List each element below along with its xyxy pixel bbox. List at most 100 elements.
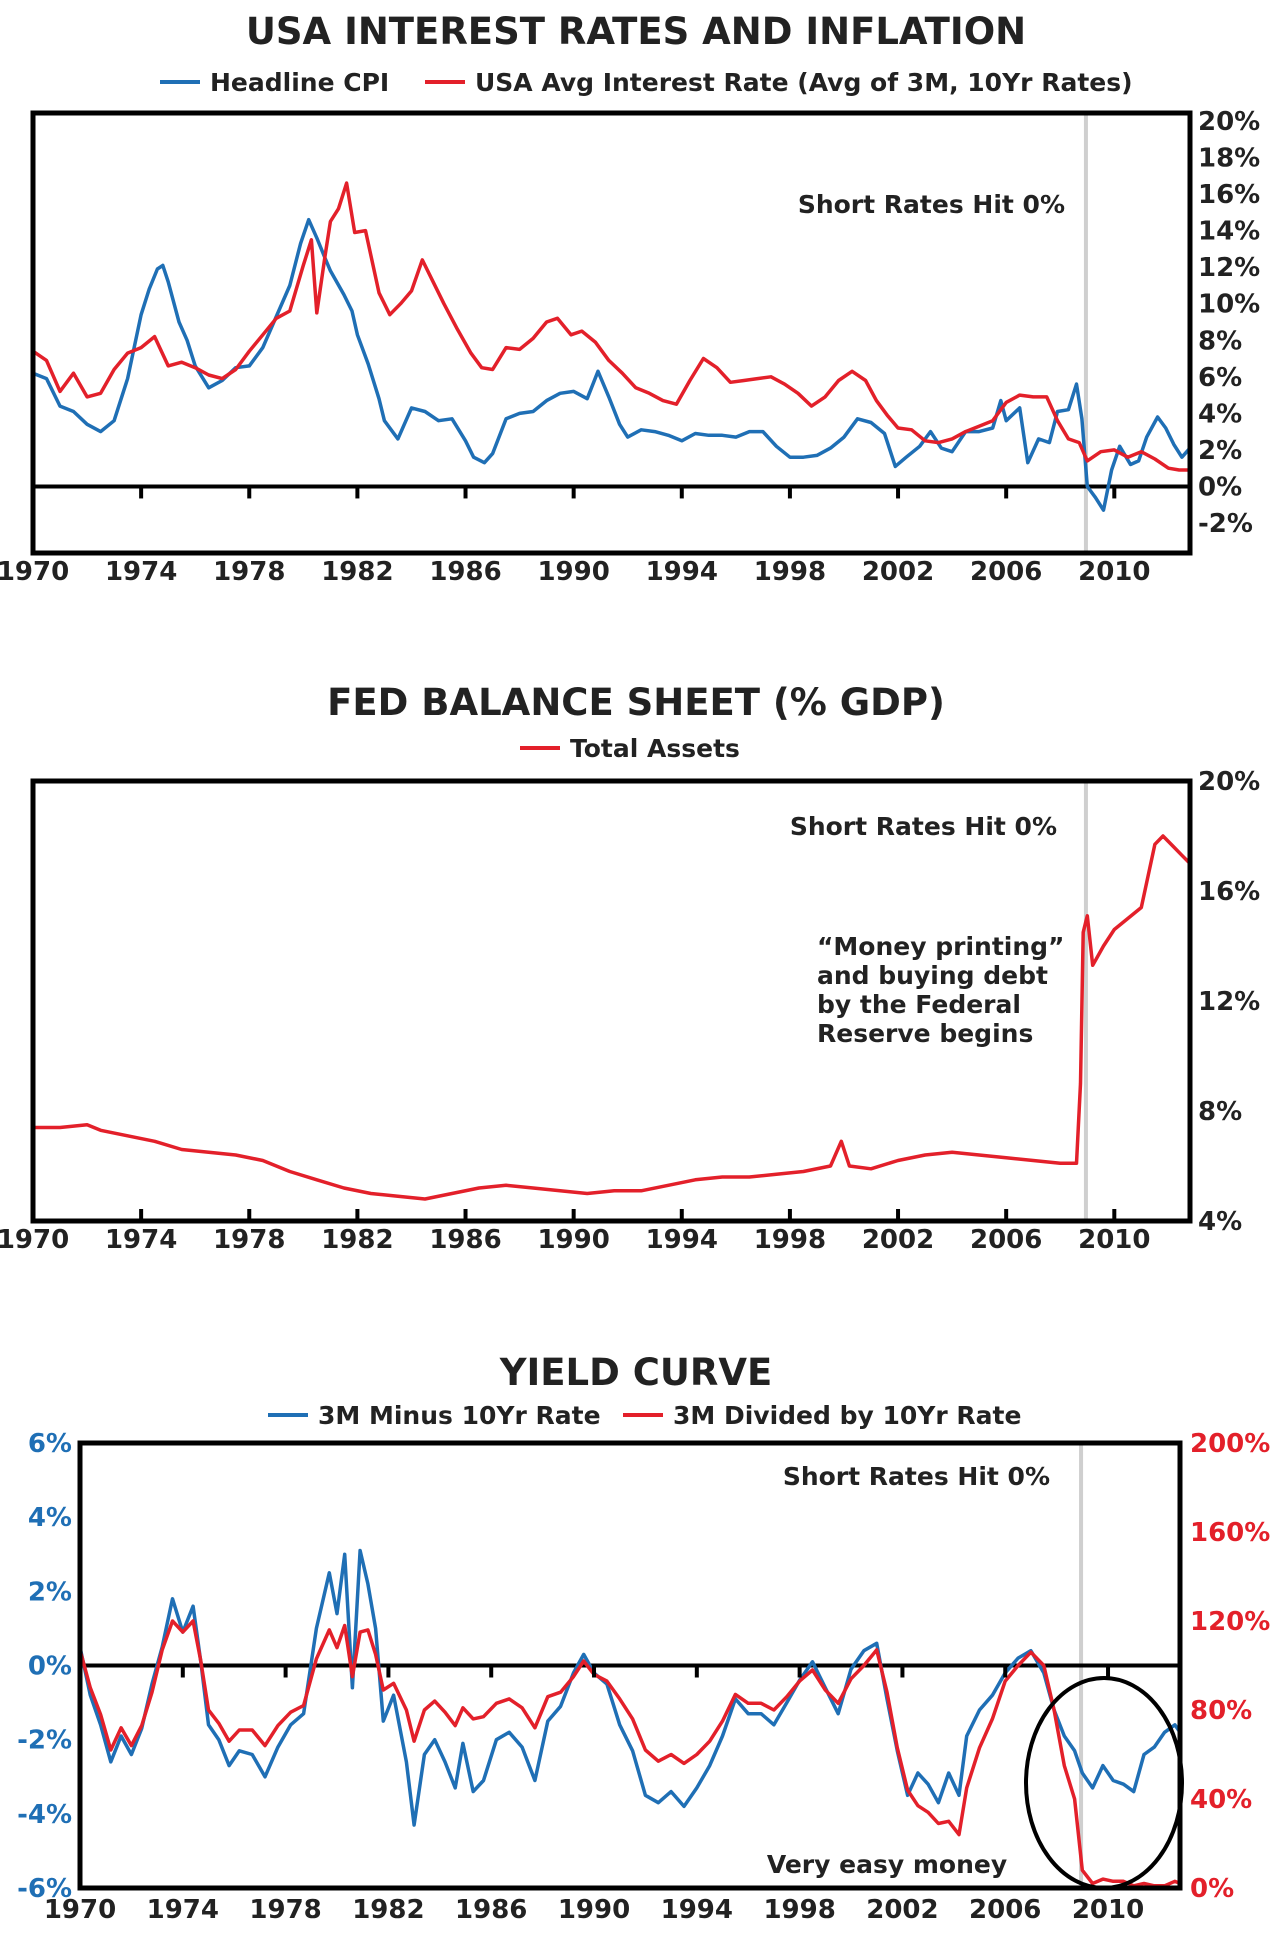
x-tick-label: 1982 xyxy=(352,1895,424,1925)
chart2-annotation-short-rates: Short Rates Hit 0% xyxy=(790,812,1057,841)
chart1-y-axis: 20% 18% 16% 14% 12% 10% 8% 6% 4% 2% 0% -2% xyxy=(1198,107,1260,539)
legend-label-total-assets: Total Assets xyxy=(570,734,740,763)
series-line-1 xyxy=(78,1548,1182,1827)
series-line-2 xyxy=(78,1619,1181,1888)
legend-label-avg-rate: USA Avg Interest Rate (Avg of 3M, 10Yr R… xyxy=(475,68,1133,97)
x-tick-label: 1994 xyxy=(661,1895,733,1925)
x-tick-label: 1990 xyxy=(537,557,609,587)
y-tick-label: 20% xyxy=(1198,767,1260,797)
panel-yield-curve: YIELD CURVE 3M Minus 10Yr Rate 3M Divide… xyxy=(17,1351,1270,1925)
x-tick-label: 2010 xyxy=(1078,1225,1150,1255)
chart3-annotation-easy-money: Very easy money xyxy=(767,1850,1007,1879)
y-tick-label: 18% xyxy=(1198,144,1260,174)
x-tick-label: 2006 xyxy=(970,557,1042,587)
money-printing-line-4: Reserve begins xyxy=(817,1019,1033,1048)
x-tick-label: 1974 xyxy=(105,557,177,587)
series-line-2 xyxy=(32,181,1190,472)
y-tick-label: 6% xyxy=(1198,363,1242,393)
x-tick-label: 2002 xyxy=(862,557,934,587)
y-tick-label: 0% xyxy=(1198,472,1242,502)
chart3-highlight-circle xyxy=(1024,1676,1184,1890)
series-line-1 xyxy=(33,834,1192,1201)
x-tick-label: 1998 xyxy=(763,1895,835,1925)
y-tick-label: 16% xyxy=(1198,180,1260,210)
y-right-tick-label: 80% xyxy=(1190,1696,1252,1726)
x-tick-label: 1974 xyxy=(147,1895,219,1925)
money-printing-line-3: by the Federal xyxy=(817,990,1021,1019)
y-tick-label: 20% xyxy=(1198,107,1260,137)
x-tick-label: 1970 xyxy=(0,557,69,587)
chart2-series xyxy=(33,834,1192,1201)
y-left-tick-label: 2% xyxy=(28,1577,72,1607)
y-right-tick-label: 40% xyxy=(1190,1785,1252,1815)
y-tick-label: 12% xyxy=(1198,253,1260,283)
chart2-title: FED BALANCE SHEET (% GDP) xyxy=(327,681,945,724)
panel-fed-balance-sheet: FED BALANCE SHEET (% GDP) Total Assets 1… xyxy=(0,681,1260,1255)
x-tick-label: 1974 xyxy=(105,1225,177,1255)
x-tick-label: 1990 xyxy=(537,1225,609,1255)
y-left-tick-label: -4% xyxy=(17,1800,72,1830)
x-tick-label: 1986 xyxy=(455,1895,527,1925)
y-right-tick-label: 200% xyxy=(1190,1429,1270,1459)
y-right-tick-label: 160% xyxy=(1190,1518,1270,1548)
money-printing-line-1: “Money printing” xyxy=(817,932,1064,961)
y-tick-label: 10% xyxy=(1198,290,1260,320)
y-tick-label: 2% xyxy=(1198,436,1242,466)
x-tick-label: 1994 xyxy=(646,1225,718,1255)
y-tick-label: 8% xyxy=(1198,1097,1242,1127)
y-tick-label: 14% xyxy=(1198,217,1260,247)
y-left-tick-label: 4% xyxy=(28,1503,72,1533)
y-tick-label: -2% xyxy=(1198,509,1253,539)
x-tick-label: 1994 xyxy=(646,557,718,587)
chart2-plot-frame xyxy=(30,778,1193,1224)
chart3-annotation-short-rates: Short Rates Hit 0% xyxy=(783,1462,1050,1491)
x-tick-label: 1986 xyxy=(429,1225,501,1255)
x-tick-label: 1990 xyxy=(558,1895,630,1925)
chart3-legend: 3M Minus 10Yr Rate 3M Divided by 10Yr Ra… xyxy=(268,1401,1021,1430)
chart1-series xyxy=(32,181,1192,512)
chart2-annotation-money-printing: “Money printing” and buying debt by the … xyxy=(817,932,1064,1048)
chart3-series xyxy=(78,1548,1182,1888)
chart2-x-axis: 1970 1974 1978 1982 1986 1990 1994 1998 2002 2006… xyxy=(0,1209,1150,1255)
y-tick-label: 4% xyxy=(1198,399,1242,429)
y-right-tick-label: 0% xyxy=(1190,1874,1234,1904)
x-tick-label: 1982 xyxy=(321,557,393,587)
y-right-tick-label: 120% xyxy=(1190,1607,1270,1637)
x-tick-label: 1982 xyxy=(321,1225,393,1255)
x-tick-label: 1978 xyxy=(249,1895,321,1925)
chart1-legend: Headline CPI USA Avg Interest Rate (Avg … xyxy=(160,68,1133,97)
legend-label-ratio: 3M Divided by 10Yr Rate xyxy=(673,1401,1021,1430)
chart3-title: YIELD CURVE xyxy=(499,1351,773,1394)
panel-interest-inflation: USA INTEREST RATES AND INFLATION Headlin… xyxy=(0,10,1260,587)
chart1-plot-frame xyxy=(30,110,1193,556)
x-tick-label: 1978 xyxy=(213,1225,285,1255)
x-tick-label: 1970 xyxy=(0,1225,69,1255)
x-tick-label: 1986 xyxy=(429,557,501,587)
legend-label-spread: 3M Minus 10Yr Rate xyxy=(318,1401,601,1430)
x-tick-label: 1998 xyxy=(754,557,826,587)
chart2-legend: Total Assets xyxy=(520,734,740,763)
y-tick-label: 4% xyxy=(1198,1207,1242,1237)
chart3-y-axis-right: 200% 160% 120% 80% 40% 0% xyxy=(1190,1429,1270,1904)
x-tick-label: 2002 xyxy=(862,1225,934,1255)
money-printing-line-2: and buying debt xyxy=(817,961,1048,990)
chart1-title: USA INTEREST RATES AND INFLATION xyxy=(246,10,1026,53)
chart3-x-axis: 1970 1974 1978 1982 1986 1990 1994 1998 2002 2006… xyxy=(44,1665,1144,1925)
x-tick-label: 2010 xyxy=(1078,557,1150,587)
x-tick-label: 2006 xyxy=(969,1895,1041,1925)
x-tick-label: 2006 xyxy=(970,1225,1042,1255)
chart1-annotation-short-rates: Short Rates Hit 0% xyxy=(798,190,1065,219)
x-tick-label: 1970 xyxy=(44,1895,116,1925)
chart2-y-axis: 20% 16% 12% 8% 4% xyxy=(1198,767,1260,1237)
x-tick-label: 1978 xyxy=(213,557,285,587)
y-left-tick-label: 6% xyxy=(28,1429,72,1459)
chart1-x-axis: 1970 1974 1978 1982 1986 1990 1994 1998 2002 2006… xyxy=(0,486,1150,587)
y-tick-label: 12% xyxy=(1198,987,1260,1017)
chart3-y-axis-left: 6% 4% 2% 0% -2% -4% -6% xyxy=(17,1429,72,1904)
y-left-tick-label: -6% xyxy=(17,1874,72,1904)
y-left-tick-label: -2% xyxy=(17,1726,72,1756)
y-tick-label: 16% xyxy=(1198,877,1260,907)
x-tick-label: 2010 xyxy=(1072,1895,1144,1925)
y-tick-label: 8% xyxy=(1198,326,1242,356)
